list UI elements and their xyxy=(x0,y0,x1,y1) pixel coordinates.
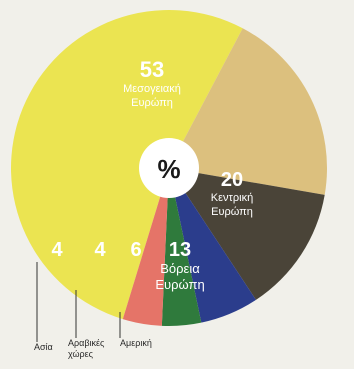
slice-value-αμερική: 6 xyxy=(130,239,141,261)
slice-name-βόρεια-ευρώπη: Βόρεια Ευρώπη xyxy=(155,261,204,292)
external-label-ασία: Ασία xyxy=(34,342,53,352)
pie-slice-ασία xyxy=(122,168,169,326)
pie-slice-κεντρική-ευρώπη xyxy=(169,28,327,195)
slice-name-κεντρική-ευρώπη: Κεντρική Ευρώπη xyxy=(211,192,253,218)
center-circle xyxy=(139,138,199,198)
slice-value-ασία: 4 xyxy=(51,239,63,261)
leader-lines xyxy=(36,262,121,342)
pie-slice-βόρεια-ευρώπη xyxy=(169,168,325,300)
slice-name-μεσογειακή-ευρώπη: Μεσογειακή Ευρώπη xyxy=(123,83,181,109)
pie-slice-αμερική xyxy=(169,168,256,323)
pie-slice-αραβικές-χώρες xyxy=(161,168,202,326)
external-label-αμερική: Αμερική xyxy=(120,338,152,348)
external-label-αραβικές-χώρες: Αραβικές χώρες xyxy=(68,338,105,359)
pie-slice-μεσογειακή-ευρώπη xyxy=(11,10,243,320)
slice-value-αραβικές-χώρες: 4 xyxy=(94,239,106,261)
slice-value-μεσογειακή-ευρώπη: 53 xyxy=(140,57,164,82)
center-percent-label: % xyxy=(157,154,180,184)
slice-value-κεντρική-ευρώπη: 20 xyxy=(221,169,243,191)
external-labels: Αμερική Αραβικές χώρες Ασία xyxy=(34,338,152,359)
pie-slices xyxy=(11,10,327,326)
slice-value-βόρεια-ευρώπη: 13 xyxy=(169,239,191,261)
